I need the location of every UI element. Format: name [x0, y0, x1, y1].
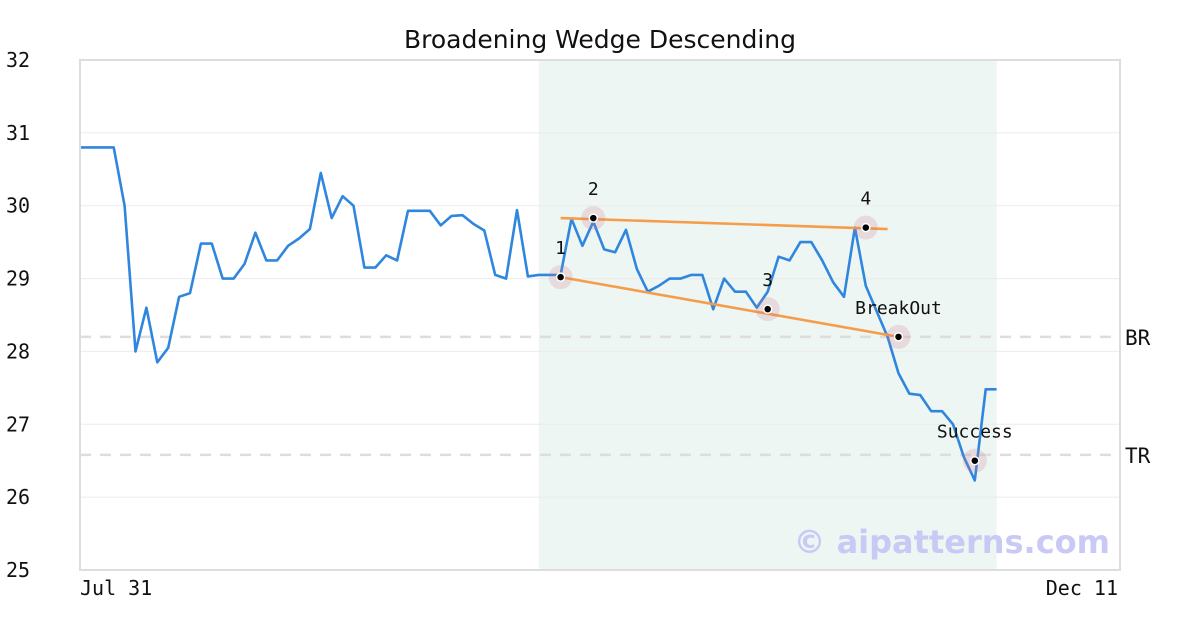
marker-label: Success	[937, 422, 1013, 443]
reference-label: TR	[1125, 444, 1151, 468]
price-series-line	[81, 146, 997, 482]
y-tick-label: 26	[6, 485, 30, 509]
marker-label: 4	[860, 189, 871, 210]
y-tick-label: 31	[6, 121, 30, 145]
marker-label: BreakOut	[855, 298, 942, 319]
y-tick-label: 27	[6, 412, 30, 436]
marker-dot	[893, 332, 904, 342]
y-tick-label: 32	[6, 48, 30, 72]
marker-dot	[970, 455, 980, 466]
chart-title: Broadening Wedge Descending	[404, 25, 796, 54]
y-tick-label: 28	[6, 339, 30, 363]
trend-line	[560, 216, 888, 231]
watermark-text: © aipatterns.com	[793, 523, 1110, 561]
x-tick-end: Dec 11	[1046, 576, 1118, 600]
y-tick-label: 25	[6, 558, 30, 582]
marker-dot	[555, 272, 566, 282]
marker-dot	[588, 213, 599, 223]
marker-label: 3	[762, 270, 773, 291]
y-tick-label: 29	[6, 267, 30, 291]
marker-dot	[762, 304, 773, 314]
marker-label: 1	[555, 238, 566, 259]
x-tick-start: Jul 31	[80, 576, 152, 600]
marker-dot	[861, 222, 871, 233]
trend-line	[560, 275, 899, 339]
y-tick-label: 30	[6, 194, 30, 218]
marker-label: 2	[588, 179, 599, 200]
reference-label: BR	[1125, 326, 1151, 350]
plot-frame	[79, 59, 1121, 571]
